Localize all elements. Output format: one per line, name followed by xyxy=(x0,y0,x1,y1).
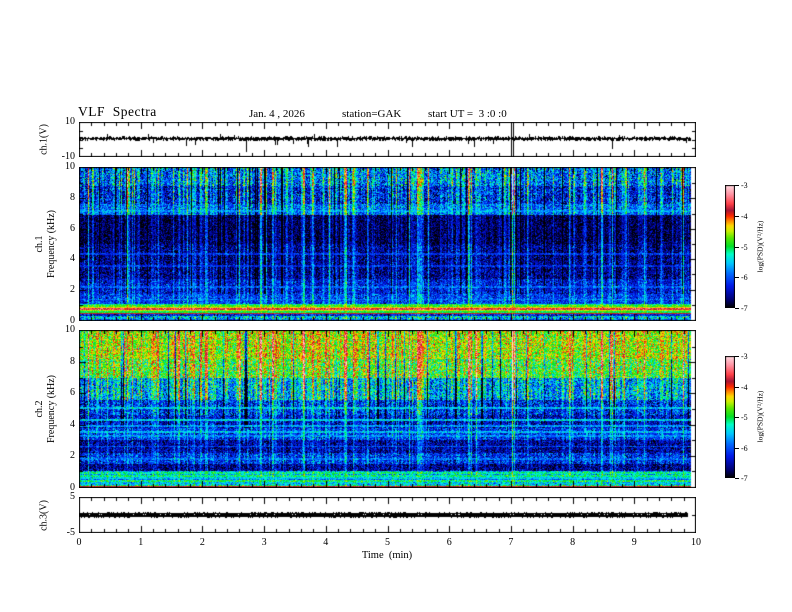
colorbar-tick-label: -3 xyxy=(741,181,748,190)
ch3-waveform-canvas xyxy=(79,497,696,533)
y-tick-label: 5 xyxy=(70,491,75,502)
y-tick-label: 6 xyxy=(70,222,75,234)
ch3-wave-axis-label: ch.3(V) xyxy=(38,500,49,531)
colorbar-tick xyxy=(735,417,739,418)
y-tick-label: 2 xyxy=(70,450,75,462)
x-tick-label: 6 xyxy=(446,537,452,548)
colorbar-tick-label: -6 xyxy=(741,444,748,453)
colorbar-tick-label: -3 xyxy=(741,352,748,361)
colorbar-tick-label: -5 xyxy=(741,243,748,252)
colorbar-tick-label: -6 xyxy=(741,273,748,282)
colorbar-tick xyxy=(735,308,739,309)
colorbar-tick xyxy=(735,185,739,186)
colorbar-tick xyxy=(735,356,739,357)
colorbar-tick xyxy=(735,387,739,388)
channel-name: ch.2 xyxy=(34,400,45,418)
ch1-spectrogram-canvas xyxy=(79,167,696,321)
x-tick-label: 4 xyxy=(323,537,329,548)
colorbar-tick xyxy=(735,478,739,479)
y-tick-label: 6 xyxy=(70,387,75,399)
x-axis-title: Time (min) xyxy=(361,550,413,561)
frequency-axis-label: Frequency (kHz) xyxy=(46,374,57,444)
y-tick-label: 0 xyxy=(70,482,75,493)
y-tick-label: -5 xyxy=(66,527,75,538)
y-tick-label: 2 xyxy=(70,284,75,296)
station-label: station=GAK xyxy=(342,108,402,120)
ch1-wave-axis-label: ch.1(V) xyxy=(38,124,49,155)
colorbar1-units-label: log(PSD)(V²/Hz) xyxy=(755,220,765,273)
y-tick-label: 8 xyxy=(70,191,75,203)
y-tick-label: 4 xyxy=(70,253,75,265)
x-tick-label: 5 xyxy=(385,537,390,548)
y-tick-label: 4 xyxy=(70,418,75,430)
y-tick-label: -10 xyxy=(61,151,75,162)
x-tick-label: 10 xyxy=(691,537,701,548)
x-tick-label: 1 xyxy=(138,537,144,548)
figure-title: VLF Spectra xyxy=(78,104,157,119)
x-tick-label: 0 xyxy=(76,537,82,548)
x-tick-label: 7 xyxy=(508,537,514,548)
colorbar-tick xyxy=(735,247,739,248)
x-tick-label: 9 xyxy=(631,537,637,548)
x-tick-label: 8 xyxy=(570,537,576,548)
colorbar-tick xyxy=(735,277,739,278)
y-tick-label: 10 xyxy=(65,161,75,172)
channel-name: ch.1 xyxy=(34,235,45,253)
colorbar-tick-label: -5 xyxy=(741,413,748,422)
y-tick-label: 10 xyxy=(65,324,75,335)
colorbar-tick xyxy=(735,448,739,449)
figure-date: Jan. 4 , 2026 xyxy=(249,108,305,120)
y-tick-label: 10 xyxy=(65,116,75,127)
colorbar-tick-label: -4 xyxy=(741,212,748,221)
ch2-colorbar xyxy=(725,356,735,478)
y-tick-label: 8 xyxy=(70,355,75,367)
colorbar-tick-label: -4 xyxy=(741,383,748,392)
ch2-spectrogram-canvas xyxy=(79,330,696,488)
y-tick-label: 0 xyxy=(70,315,75,326)
colorbar-tick-label: -7 xyxy=(741,474,748,483)
frequency-axis-label: Frequency (kHz) xyxy=(46,209,57,279)
ch1-waveform-canvas xyxy=(79,122,696,157)
x-tick-label: 3 xyxy=(261,537,267,548)
colorbar-tick-label: -7 xyxy=(741,304,748,313)
ch1-colorbar xyxy=(725,185,735,308)
colorbar2-units-label: log(PSD)(V²/Hz) xyxy=(755,390,765,443)
colorbar-tick xyxy=(735,216,739,217)
start-ut-label: start UT = 3 :0 :0 xyxy=(428,108,507,120)
x-tick-label: 2 xyxy=(199,537,205,548)
